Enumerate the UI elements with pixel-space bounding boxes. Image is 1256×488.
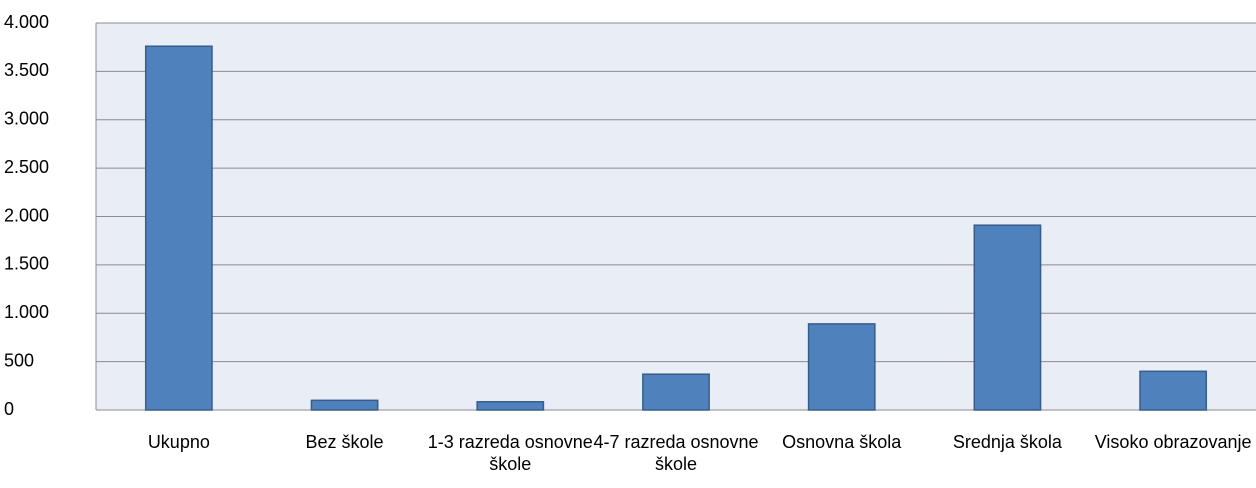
y-tick-label: 0 [4,399,14,419]
bar [807,323,876,411]
y-tick-label: 3.000 [4,109,49,129]
bar [144,45,213,411]
bar [642,373,710,411]
x-tick-label: 1-3 razreda osnovne škole [427,432,593,474]
y-tick-label: 500 [4,350,34,370]
y-tick-label: 1.000 [4,302,49,322]
x-tick-label: 4-7 razreda osnovne škole [593,432,759,474]
x-tick-label: Srednja škola [952,432,1062,452]
x-tick-label: Bez škole [305,432,384,452]
y-tick-label: 4.000 [4,12,49,32]
y-tick-label: 1.500 [4,254,49,274]
x-tick-label: Ukupno [147,432,210,452]
x-tick-label: Visoko obrazovanje [1094,432,1252,452]
x-tick-label: Osnovna škola [782,432,902,452]
y-tick-label: 3.500 [4,60,49,80]
y-tick-label: 2.000 [4,205,49,225]
bar [310,399,379,411]
bar [973,224,1042,411]
y-tick-label: 2.500 [4,157,49,177]
bar [476,401,545,411]
bar [1139,370,1208,411]
